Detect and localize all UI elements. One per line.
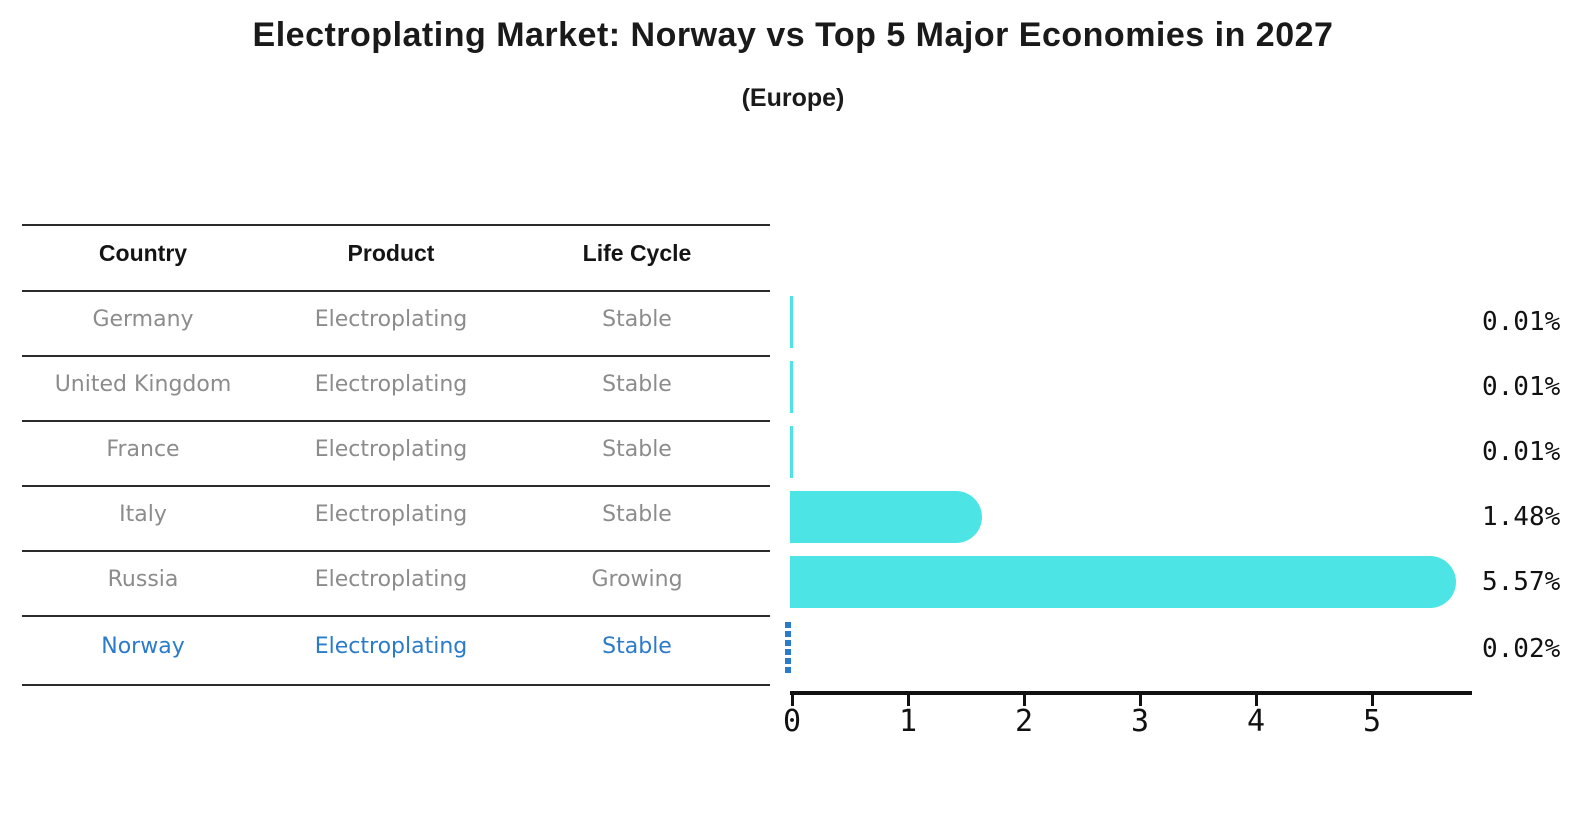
table-header-line (22, 290, 770, 292)
table-header-life-cycle: Life Cycle (582, 240, 692, 266)
x-axis-tick-label: 0 (782, 704, 802, 739)
x-axis-tick (791, 695, 794, 706)
chart-title: Electroplating Market: Norway vs Top 5 M… (252, 16, 1334, 54)
x-axis-tick (1371, 695, 1374, 706)
table-cell-country: United Kingdom (54, 372, 232, 397)
table-cell-product: Electroplating (314, 372, 468, 397)
x-axis-tick (1139, 695, 1142, 706)
chart-subtitle: (Europe) (741, 84, 845, 112)
table-cell-product: Electroplating (314, 567, 468, 592)
table-row-line (22, 550, 770, 552)
x-axis-tick (1023, 695, 1026, 706)
x-axis-tick-label: 4 (1246, 704, 1266, 739)
bar-value-label: 1.48% (1482, 502, 1561, 532)
table-row-line (22, 420, 770, 422)
bar-norway (785, 622, 791, 674)
x-axis-tick-label: 1 (898, 704, 918, 739)
x-axis-tick-label: 5 (1362, 704, 1382, 739)
table-cell-life-cycle: Growing (591, 567, 683, 592)
table-cell-country: Russia (107, 567, 179, 592)
bar-value-label: 5.57% (1482, 567, 1561, 597)
table-cell-life-cycle: Stable (602, 634, 672, 659)
table-header-product: Product (347, 240, 435, 266)
x-axis-tick-label: 2 (1014, 704, 1034, 739)
bar-united-kingdom (790, 361, 793, 413)
bar-france (790, 426, 793, 478)
table-cell-product: Electroplating (314, 502, 468, 527)
bar-russia (790, 556, 1457, 608)
table-cell-life-cycle: Stable (602, 437, 672, 462)
table-cell-life-cycle: Stable (602, 502, 672, 527)
table-top-line (22, 224, 770, 226)
bar-value-label: 0.01% (1482, 372, 1561, 402)
table-cell-product: Electroplating (314, 634, 468, 659)
table-cell-country: France (106, 437, 180, 462)
table-cell-country: Norway (101, 634, 185, 659)
bar-value-label: 0.02% (1482, 634, 1561, 664)
table-cell-product: Electroplating (314, 437, 468, 462)
x-axis-tick (1255, 695, 1258, 706)
table-cell-product: Electroplating (314, 307, 468, 332)
table-cell-country: Germany (92, 307, 194, 332)
table-cell-country: Italy (119, 502, 167, 527)
x-axis-tick-label: 3 (1130, 704, 1150, 739)
bar-value-label: 0.01% (1482, 307, 1561, 337)
bar-germany (790, 296, 793, 348)
bar-value-label: 0.01% (1482, 437, 1561, 467)
table-row-line (22, 355, 770, 357)
table-row-line (22, 485, 770, 487)
table-header-country: Country (98, 240, 188, 266)
x-axis-line (790, 691, 1472, 695)
table-cell-life-cycle: Stable (602, 307, 672, 332)
table-cell-life-cycle: Stable (602, 372, 672, 397)
bar-italy (790, 491, 982, 543)
table-bottom-line (22, 684, 770, 686)
table-row-line (22, 615, 770, 617)
x-axis-tick (907, 695, 910, 706)
